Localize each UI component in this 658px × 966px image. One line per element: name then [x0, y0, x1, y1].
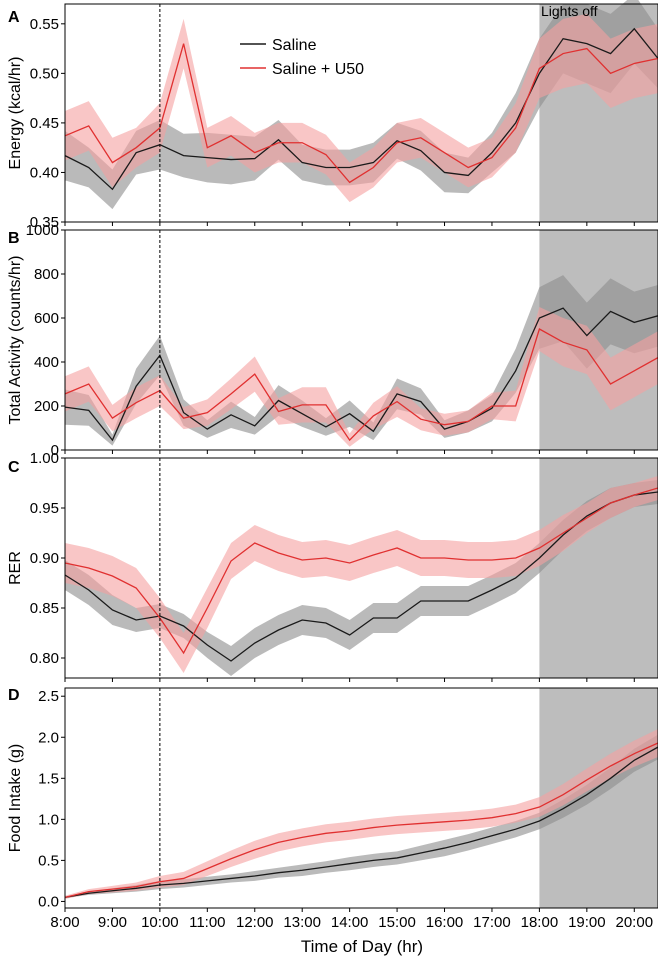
series-line-u50-c: [64, 487, 658, 655]
series-line-saline-a: [64, 27, 658, 191]
plot-frame-b: [64, 229, 658, 451]
y-axis-label-b: Total Activity (counts/hr): [7, 256, 24, 425]
y-tick-label-c: 0.95: [30, 500, 59, 517]
lights-off-label: Lights off: [541, 3, 598, 19]
x-tick-label: 19:00: [568, 914, 606, 931]
y-tick-label-b: 1000: [26, 222, 59, 239]
x-tick-label: 14:00: [331, 914, 369, 931]
y-tick-label-d: 2.5: [38, 688, 59, 705]
series-line-u50-d: [64, 742, 658, 898]
y-tick-label-d: 1.5: [38, 770, 59, 787]
y-tick-label-d: 0.5: [38, 852, 59, 869]
panel-letter-d: D: [8, 687, 20, 704]
x-tick-label: 13:00: [283, 914, 321, 931]
x-tick-label: 20:00: [616, 914, 654, 931]
y-tick-label-b: 0: [51, 442, 59, 459]
x-tick-label: 12:00: [236, 914, 274, 931]
y-tick-label-b: 800: [34, 266, 59, 283]
x-tick-label: 18:00: [521, 914, 559, 931]
plot-frame-d: [64, 687, 658, 909]
error-band-u50-b: [65, 307, 658, 447]
y-tick-label-a: 0.45: [30, 115, 59, 132]
y-tick-label-c: 1.00: [30, 450, 59, 467]
x-tick-label: 9:00: [98, 914, 127, 931]
panel-letter-c: C: [8, 459, 20, 476]
y-axis-label-c: RER: [7, 551, 24, 585]
error-band-u50-a: [65, 13, 658, 203]
panel-letter-b: B: [8, 230, 20, 247]
y-tick-label-d: 0.0: [38, 893, 59, 910]
y-tick-label-b: 200: [34, 398, 59, 415]
x-tick-label: 10:00: [141, 914, 179, 931]
legend-u50-label: Saline + U50: [272, 61, 364, 78]
y-tick-label-d: 1.0: [38, 811, 59, 828]
series-line-saline-c: [64, 491, 658, 662]
panel-letter-a: A: [8, 9, 20, 26]
y-tick-label-d: 2.0: [38, 729, 59, 746]
y-axis-label-a: Energy (kcal/hr): [7, 57, 24, 170]
plot-frame-c: [64, 457, 658, 679]
error-band-saline-b: [65, 275, 658, 446]
series-line-saline-d: [64, 746, 658, 898]
panel-c: 0.80 0.85 0.90 0.95 1.00 RER C: [7, 450, 658, 682]
x-tick-label: 16:00: [426, 914, 464, 931]
x-tick-label: 8:00: [50, 914, 79, 931]
x-tick-label: 11:00: [189, 914, 225, 931]
legend: Saline Saline + U50: [240, 37, 364, 78]
x-tick-label: 17:00: [473, 914, 511, 931]
series-line-saline-b: [64, 307, 658, 442]
y-tick-label-c: 0.85: [30, 600, 59, 617]
y-axis-label-d: Food Intake (g): [7, 744, 24, 853]
y-tick-label-a: 0.40: [30, 164, 59, 181]
error-band-u50-c: [65, 476, 658, 673]
panel-a: 0.35 0.40 0.45 0.50 0.55 Energy (kcal/hr) A: [7, 0, 658, 231]
error-band-u50-d: [65, 729, 658, 899]
panel-d: 0.0 0.5 1.0 1.5 2.0 2.5 Food Intake (g) D: [7, 687, 658, 912]
x-axis-label: Time of Day (hr): [301, 937, 423, 956]
x-tick-labels: 8:00 9:00 10:00 11:00 12:00 13:00 14:00 15:00 16…: [50, 914, 653, 931]
legend-saline-label: Saline: [272, 37, 317, 54]
y-tick-label-b: 400: [34, 354, 59, 371]
y-tick-label-a: 0.55: [30, 16, 59, 33]
y-tick-label-a: 0.35: [30, 214, 59, 231]
x-tick-label: 15:00: [378, 914, 416, 931]
y-tick-label-a: 0.50: [30, 65, 59, 82]
series-line-u50-a: [64, 43, 658, 184]
y-tick-label-c: 0.80: [30, 650, 59, 667]
plot-frame-a: [64, 3, 658, 223]
y-tick-label-b: 600: [34, 310, 59, 327]
series-line-u50-b: [64, 328, 658, 442]
y-tick-label-c: 0.90: [30, 550, 59, 567]
